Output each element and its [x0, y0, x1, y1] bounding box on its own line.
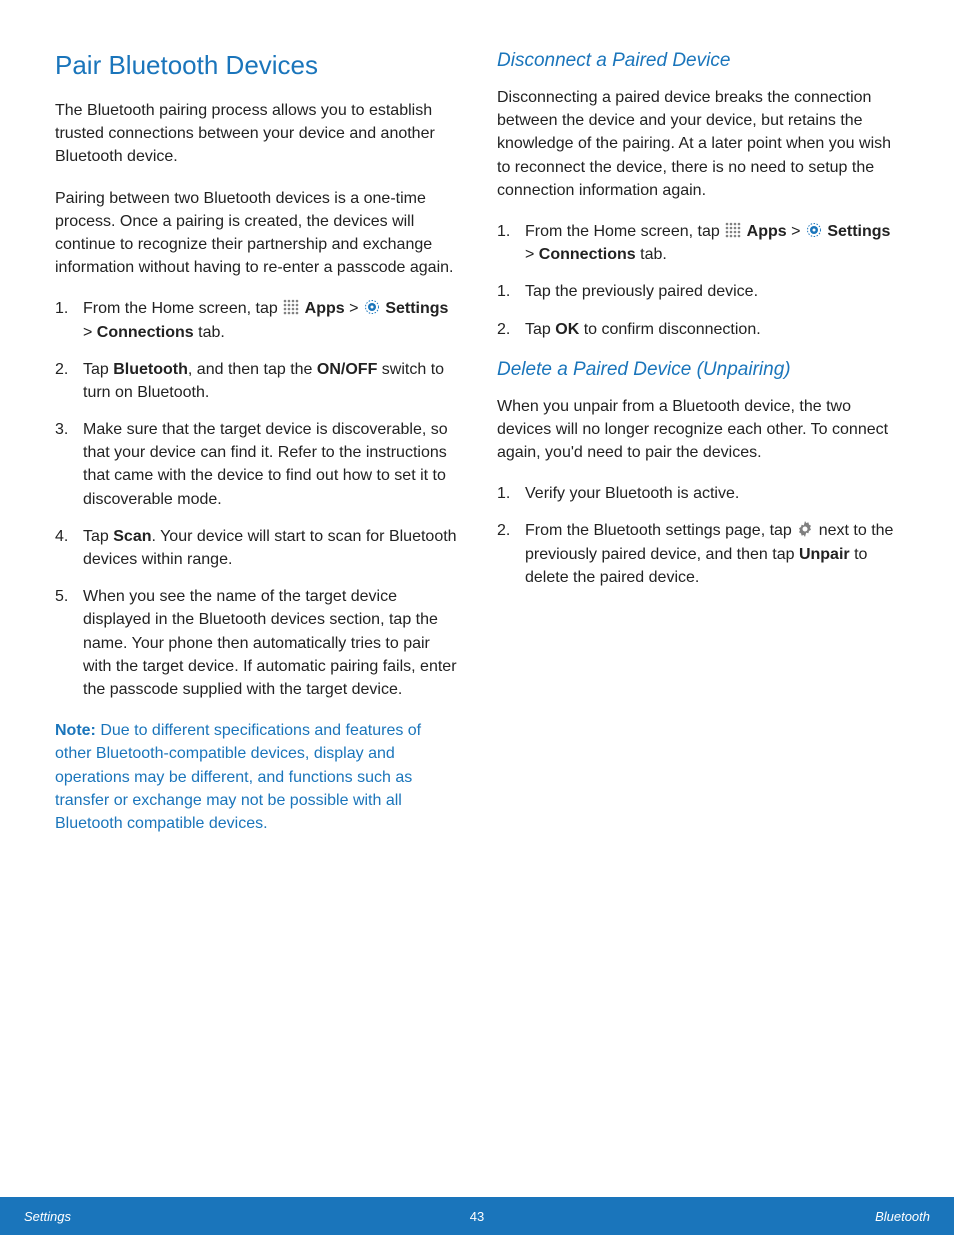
note-label: Note:	[55, 722, 96, 739]
right-column: Disconnect a Paired Device Disconnecting…	[497, 50, 899, 853]
footer-right: Bluetooth	[875, 1209, 930, 1224]
list-item: 2. Tap Bluetooth, and then tap the ON/OF…	[55, 358, 457, 404]
apps-grid-icon	[282, 298, 300, 316]
step-text: From the Home screen, tap	[83, 300, 282, 317]
footer-page-number: 43	[470, 1209, 484, 1224]
list-item: 1. From the Home screen, tap Apps > Sett…	[55, 297, 457, 343]
body-paragraph: Disconnecting a paired device breaks the…	[497, 86, 899, 202]
list-item: 5. When you see the name of the target d…	[55, 585, 457, 701]
step-number: 1.	[55, 297, 68, 320]
body-paragraph: The Bluetooth pairing process allows you…	[55, 99, 457, 169]
step-number: 5.	[55, 585, 68, 608]
list-item: 1. From the Home screen, tap Apps > Sett…	[497, 220, 899, 266]
list-item: 1. Tap the previously paired device.	[497, 280, 899, 303]
step-number: 3.	[55, 418, 68, 441]
steps-list: 1. Verify your Bluetooth is active. 2. F…	[497, 482, 899, 589]
step-number: 2.	[497, 318, 510, 341]
subheading-delete: Delete a Paired Device (Unpairing)	[497, 359, 899, 381]
list-item: 3. Make sure that the target device is d…	[55, 418, 457, 511]
left-column: Pair Bluetooth Devices The Bluetooth pai…	[55, 50, 457, 853]
list-item: 2. From the Bluetooth settings page, tap…	[497, 519, 899, 589]
apps-grid-icon	[724, 221, 742, 239]
settings-gear-icon	[805, 221, 823, 239]
note-paragraph: Note: Due to different specifications an…	[55, 719, 457, 835]
steps-list: 1. From the Home screen, tap Apps > Sett…	[55, 297, 457, 701]
step-number: 1.	[497, 280, 510, 303]
step-number: 1.	[497, 220, 510, 243]
gear-icon	[796, 520, 814, 538]
step-number: 2.	[55, 358, 68, 381]
page-footer: Settings 43 Bluetooth	[0, 1197, 954, 1235]
apps-label: Apps	[305, 300, 345, 317]
body-paragraph: When you unpair from a Bluetooth device,…	[497, 395, 899, 465]
connections-label: Connections	[97, 324, 194, 341]
settings-gear-icon	[363, 298, 381, 316]
step-number: 2.	[497, 519, 510, 542]
note-body: Due to different specifications and feat…	[55, 722, 421, 832]
body-paragraph: Pairing between two Bluetooth devices is…	[55, 187, 457, 280]
list-item: 4. Tap Scan. Your device will start to s…	[55, 525, 457, 571]
list-item: 2. Tap OK to confirm disconnection.	[497, 318, 899, 341]
settings-label: Settings	[385, 300, 448, 317]
footer-left: Settings	[24, 1209, 71, 1224]
section-heading-pair: Pair Bluetooth Devices	[55, 50, 457, 81]
subheading-disconnect: Disconnect a Paired Device	[497, 50, 899, 72]
steps-list: 1. From the Home screen, tap Apps > Sett…	[497, 220, 899, 341]
step-number: 4.	[55, 525, 68, 548]
list-item: 1. Verify your Bluetooth is active.	[497, 482, 899, 505]
step-number: 1.	[497, 482, 510, 505]
